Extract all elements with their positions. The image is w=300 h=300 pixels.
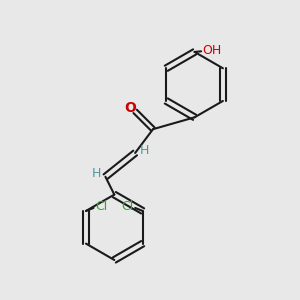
Text: OH: OH (202, 44, 221, 57)
Text: H: H (140, 143, 149, 157)
Text: Cl: Cl (122, 200, 134, 213)
Text: H: H (92, 167, 101, 180)
Text: Cl: Cl (95, 200, 107, 213)
Text: O: O (124, 101, 136, 115)
